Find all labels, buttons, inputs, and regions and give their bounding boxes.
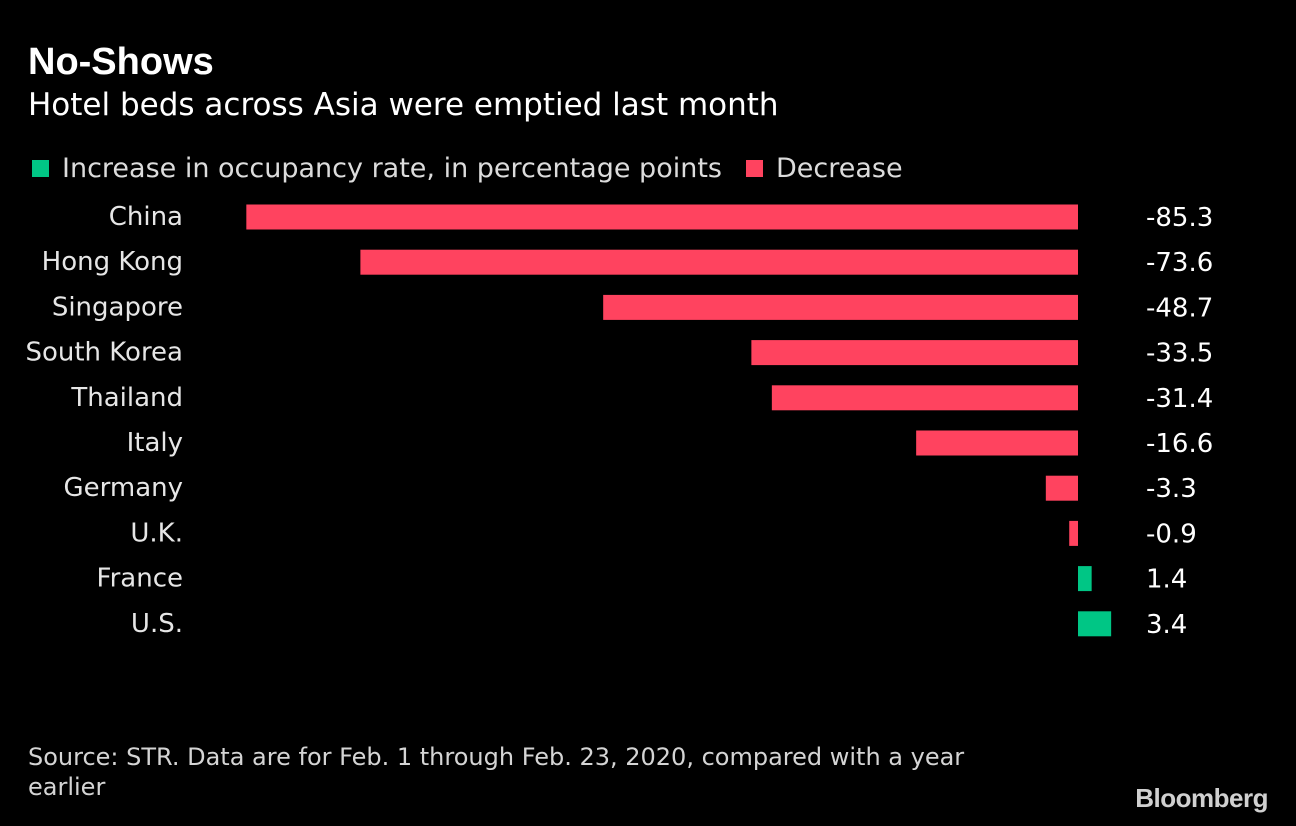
legend-swatch-increase [32,159,49,177]
category-label: Thailand [70,383,183,413]
category-label: South Korea [25,338,183,368]
legend-label-increase: Increase in occupancy rate, in percentag… [62,152,722,184]
value-label: -16.6 [1146,429,1213,459]
bar [246,204,1078,230]
bar [1078,611,1112,637]
bloomberg-logo: Bloomberg [1135,783,1268,813]
legend-item-increase: Increase in occupancy rate, in percentag… [32,153,722,184]
bar [1069,520,1078,546]
value-label: -31.4 [1146,384,1213,414]
category-label: Italy [127,428,183,458]
legend-item-decrease: Decrease [745,152,903,184]
bar [360,249,1078,275]
value-label: -3.3 [1146,474,1197,504]
bar [1045,475,1078,501]
value-label: -73.6 [1146,248,1213,278]
source-note: Source: STR. Data are for Feb. 1 through… [28,743,965,801]
legend-swatch-decrease [745,159,763,177]
category-label: U.K. [130,518,183,548]
chart-title: No-Shows [28,41,214,83]
category-label: U.S. [131,609,183,639]
bar [603,294,1078,320]
category-label: Hong Kong [42,247,183,277]
chart-subtitle: Hotel beds across Asia were emptied last… [28,87,779,123]
value-label: 3.4 [1146,610,1187,640]
chart-legend: Increase in occupancy rate, in percentag… [32,151,927,185]
category-label: France [97,564,183,594]
value-label: -85.3 [1146,203,1213,233]
bar [751,340,1078,366]
bar [916,430,1078,456]
category-label: Singapore [52,292,183,322]
bar [771,385,1078,411]
bar [1078,566,1092,592]
value-label: -48.7 [1146,293,1213,323]
category-label: Germany [63,473,183,503]
value-label: -33.5 [1146,339,1213,369]
category-label: China [109,202,183,232]
legend-label-decrease: Decrease [775,152,903,184]
value-label: -0.9 [1146,519,1197,549]
value-label: 1.4 [1146,565,1187,595]
